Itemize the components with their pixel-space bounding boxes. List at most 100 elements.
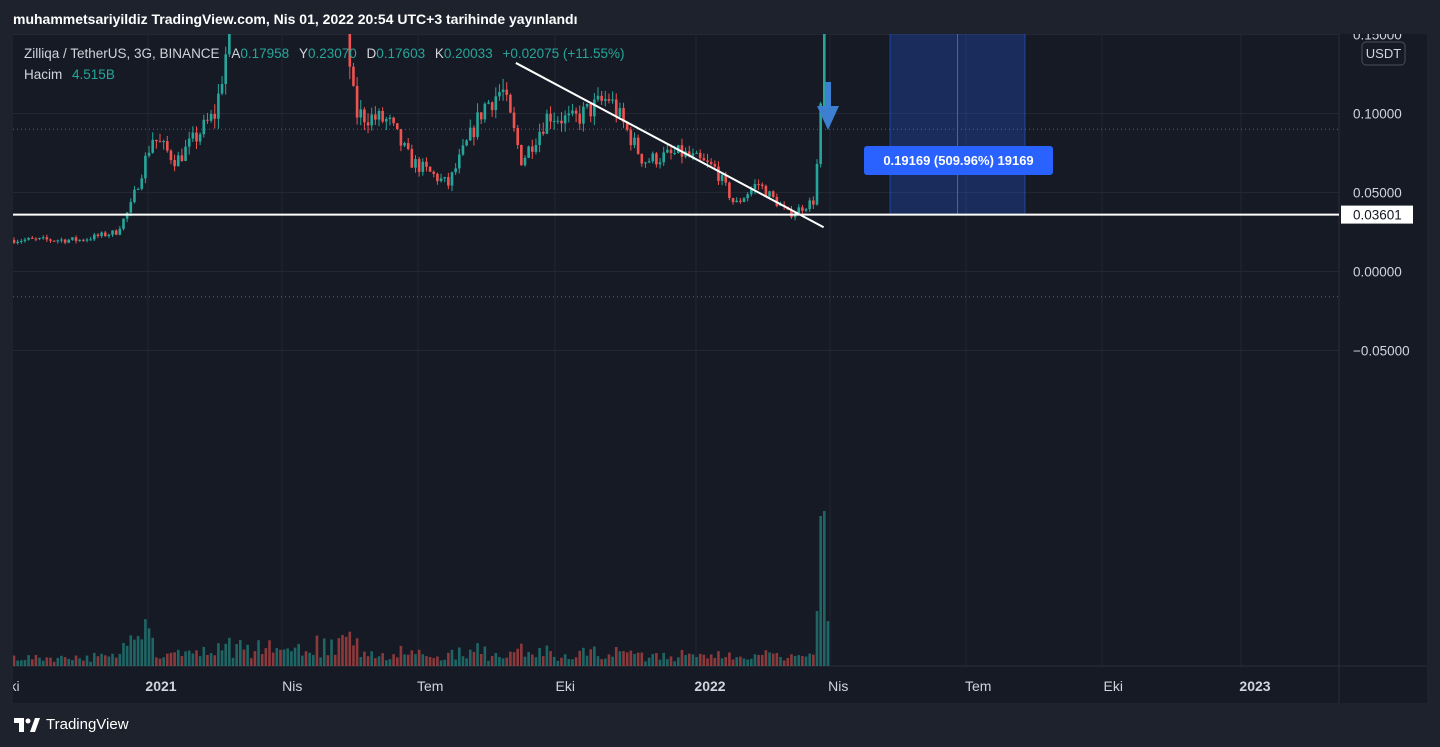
volume-bar — [344, 636, 348, 666]
candle-body — [71, 237, 74, 240]
measure-label: 0.19169 (509.96%) 19169 — [883, 153, 1033, 168]
volume-bars — [13, 511, 830, 666]
volume-bar — [490, 655, 494, 666]
volume-bar — [249, 658, 253, 666]
price-tick-label: 0.00000 — [1353, 265, 1402, 280]
candle-body — [556, 120, 560, 122]
volume-bar — [279, 649, 282, 666]
volume-bar — [239, 640, 242, 666]
volume-bar — [494, 653, 498, 666]
volume-bar — [669, 656, 673, 666]
volume-bar — [786, 657, 790, 666]
time-tick-label: Tem — [965, 678, 991, 694]
volume-bar — [549, 651, 552, 666]
candle-body — [447, 177, 450, 186]
volume-bar — [541, 656, 545, 666]
volume-bar — [322, 638, 326, 666]
candle-body — [731, 197, 735, 203]
volume-bar — [450, 649, 454, 666]
candle-body — [746, 194, 749, 199]
volume-bar — [187, 650, 191, 666]
candle-body — [534, 145, 538, 152]
candle-body — [173, 160, 176, 167]
candle-body — [52, 240, 56, 242]
volume-bar — [406, 654, 410, 666]
volume-bar — [516, 648, 519, 666]
candle-body — [217, 93, 220, 119]
volume-bar — [191, 653, 195, 666]
volume-bar — [290, 651, 293, 666]
volume-bar — [804, 656, 808, 666]
candle-body — [479, 112, 483, 120]
volume-bar — [622, 651, 625, 666]
volume-bar — [447, 652, 450, 666]
volume-bar — [385, 660, 388, 666]
candle-body — [563, 115, 567, 124]
volume-bar — [206, 654, 209, 666]
symbol-label[interactable]: Zilliqa / TetherUS, 3G, BINANCE — [24, 46, 220, 61]
volume-bar — [797, 655, 801, 666]
candle-body — [742, 198, 746, 202]
volume-bar — [644, 661, 647, 666]
level-label-bg — [1341, 205, 1413, 224]
candle-body — [133, 189, 136, 203]
volume-bar — [319, 657, 322, 666]
trend-line — [515, 62, 825, 229]
volume-bar — [45, 657, 49, 666]
candle-body — [720, 174, 724, 181]
volume-bar — [89, 661, 92, 666]
candle-body — [687, 151, 691, 157]
volume-bar — [443, 659, 446, 666]
chart-area[interactable]: 0.19169 (509.96%) 191690.300000.250000.1… — [13, 34, 1427, 703]
volume-bar — [100, 653, 103, 666]
candle-body — [618, 108, 622, 117]
volume-bar — [731, 659, 735, 666]
volume-bar — [34, 654, 38, 666]
volume-bar — [520, 643, 523, 666]
candle-body — [655, 153, 658, 165]
volume-bar — [111, 653, 114, 666]
volume-bar — [436, 656, 439, 666]
candle-body — [790, 209, 793, 218]
volume-bar — [260, 653, 264, 666]
candle-body — [728, 182, 731, 198]
volume-bar — [315, 635, 319, 666]
published-text: muhammetsariyildiz TradingView.com, Nis … — [13, 11, 578, 27]
volume-bar — [184, 651, 187, 666]
volume-bar — [103, 655, 107, 666]
volume-bar — [790, 654, 793, 666]
candle-body — [129, 202, 133, 213]
candle-body — [823, 34, 826, 114]
volume-label[interactable]: Hacim — [24, 67, 63, 82]
candle-body — [658, 162, 662, 165]
volume-bar — [746, 659, 749, 666]
candle-body — [815, 163, 819, 205]
volume-bar — [771, 653, 775, 666]
volume-bar — [176, 649, 180, 666]
candle-body — [771, 191, 775, 197]
volume-bar — [304, 651, 308, 666]
candle-body — [198, 134, 202, 142]
volume-bar — [724, 657, 728, 666]
candle-body — [224, 54, 227, 85]
volume-bar — [341, 634, 344, 666]
candle-body — [472, 127, 476, 138]
candle-body — [122, 218, 125, 229]
volume-bar — [713, 657, 717, 666]
candle-body — [377, 110, 381, 120]
volume-bar — [556, 660, 560, 666]
low-label: D — [366, 46, 377, 61]
candle-body — [505, 89, 509, 95]
volume-bar — [801, 655, 804, 666]
volume-bar — [531, 654, 534, 666]
candle-body — [753, 184, 757, 190]
candle-body — [74, 237, 78, 241]
chart-legend: Zilliqa / TetherUS, 3G, BINANCE A0.17958… — [24, 45, 625, 87]
time-tick-label: 2023 — [1239, 678, 1270, 694]
candle-body — [468, 127, 472, 141]
volume-bar — [388, 659, 392, 666]
candle-body — [520, 145, 523, 166]
footer-brand[interactable]: TradingView — [14, 716, 129, 733]
chart-svg[interactable]: 0.19169 (509.96%) 191690.300000.250000.1… — [13, 34, 1427, 703]
candle-body — [713, 164, 717, 167]
